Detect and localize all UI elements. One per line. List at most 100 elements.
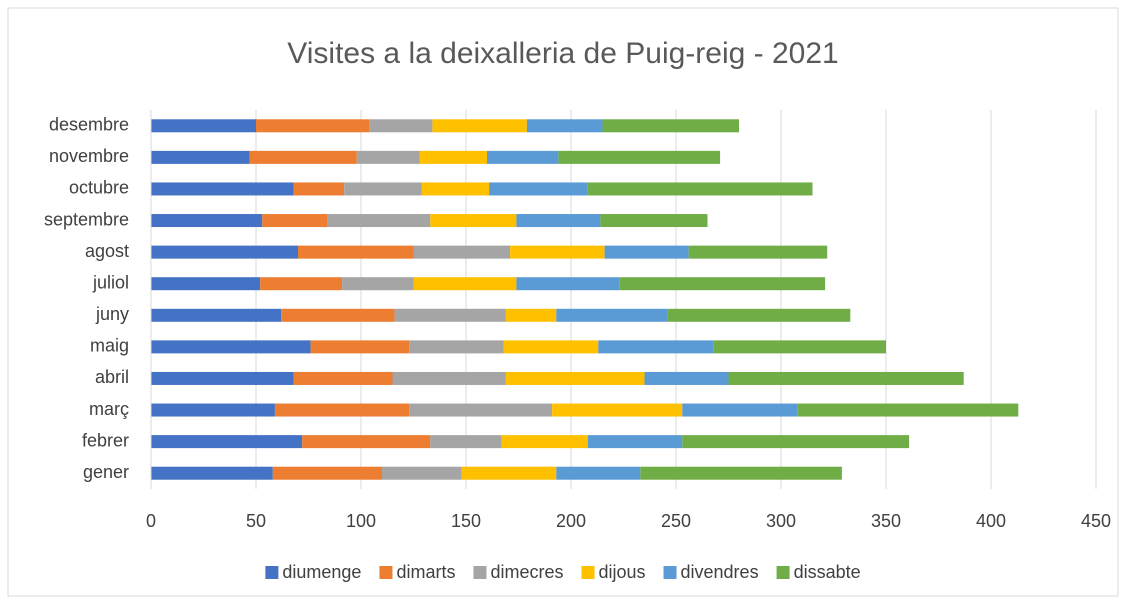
y-tick-label: juny [95, 304, 129, 324]
bar-segment [151, 371, 294, 385]
y-tick-label: agost [85, 241, 129, 261]
x-tick-label: 100 [346, 511, 376, 531]
legend-swatch [663, 566, 677, 579]
bar-segment [667, 308, 851, 322]
bar-segment [505, 371, 645, 385]
bar-segment [510, 245, 605, 259]
legend-label: divendres [681, 562, 759, 582]
y-tick-label: novembre [49, 146, 129, 166]
bar-segment [503, 340, 599, 354]
bar-segment [272, 466, 382, 480]
legend-label: dimecres [490, 562, 563, 582]
legend-label: diumenge [282, 562, 361, 582]
bar-segment [151, 150, 250, 164]
y-tick-label: juliol [92, 272, 129, 292]
y-tick-label: desembre [49, 115, 129, 135]
x-tick-label: 0 [146, 511, 156, 531]
bar-segment [151, 466, 273, 480]
bar-segment [556, 308, 668, 322]
bar-segment [151, 435, 303, 449]
bar-segment [369, 119, 433, 133]
bar-segment [505, 308, 557, 322]
bar-segment [604, 245, 689, 259]
bar-segment [501, 435, 588, 449]
bar-segment [151, 214, 263, 228]
y-tick-label: febrer [82, 430, 129, 450]
bar-segment [602, 119, 739, 133]
bar-segment [516, 214, 601, 228]
bar-segment [413, 277, 517, 291]
legend-label: dissabte [794, 562, 861, 582]
x-tick-label: 200 [556, 511, 586, 531]
bar-segment [298, 245, 414, 259]
bar-segment [281, 308, 395, 322]
legend-swatch [379, 566, 393, 579]
legend-label: dijous [598, 562, 645, 582]
bar-segment [600, 214, 708, 228]
bar-segment [356, 150, 420, 164]
bar-segment [262, 214, 328, 228]
bar-segment [293, 371, 393, 385]
bar-segment [151, 277, 261, 291]
bar-segment [409, 403, 553, 417]
bar-segment [151, 403, 275, 417]
bar-segment [151, 182, 294, 196]
x-tick-label: 350 [871, 511, 901, 531]
bar-segment [430, 435, 502, 449]
bar-segment [151, 245, 298, 259]
bar-segment [392, 371, 506, 385]
x-tick-label: 50 [246, 511, 266, 531]
bar-segment [487, 150, 559, 164]
legend-label: dimarts [396, 562, 455, 582]
bar-segment [556, 466, 641, 480]
bar-segment [293, 182, 345, 196]
bar-segment [151, 340, 311, 354]
bar-segment [587, 182, 813, 196]
x-tick-label: 400 [976, 511, 1006, 531]
bar-segment [409, 340, 504, 354]
bar-segment [382, 466, 462, 480]
bar-segment [728, 371, 964, 385]
legend-swatch [473, 566, 487, 579]
bar-segment [587, 435, 683, 449]
chart-border [7, 7, 1119, 597]
y-tick-label: octubre [69, 178, 129, 198]
y-tick-label: septembre [44, 209, 129, 229]
bar-segment [430, 214, 517, 228]
x-tick-label: 250 [661, 511, 691, 531]
bar-segment [413, 245, 511, 259]
bar-segment [619, 277, 826, 291]
bar-segment [256, 119, 370, 133]
bar-segment [394, 308, 506, 322]
y-tick-label: març [89, 399, 129, 419]
y-tick-label: gener [83, 462, 129, 482]
bar-segment [421, 182, 490, 196]
bar-segment [682, 403, 798, 417]
bar-segment [302, 435, 431, 449]
bar-segment [640, 466, 842, 480]
bar-segment [526, 119, 603, 133]
bar-segment [151, 308, 282, 322]
bar-segment [516, 277, 620, 291]
bar-segment [552, 403, 683, 417]
bar-segment [558, 150, 721, 164]
bar-segment [151, 119, 256, 133]
y-tick-label: abril [95, 367, 129, 387]
bar-segment [461, 466, 557, 480]
bar-segment [419, 150, 487, 164]
bar-segment [489, 182, 588, 196]
bar-segment [598, 340, 714, 354]
legend-swatch [581, 566, 595, 579]
bar-segment [249, 150, 357, 164]
x-tick-label: 300 [766, 511, 796, 531]
bar-segment [713, 340, 886, 354]
y-tick-label: maig [90, 336, 129, 356]
chart-title: Visites a la deixalleria de Puig-reig - … [287, 37, 838, 70]
bar-segment [644, 371, 729, 385]
bar-segment [327, 214, 431, 228]
legend-swatch [265, 566, 279, 579]
bar-segment [310, 340, 410, 354]
bar-segment [688, 245, 828, 259]
bar-segment [797, 403, 1019, 417]
